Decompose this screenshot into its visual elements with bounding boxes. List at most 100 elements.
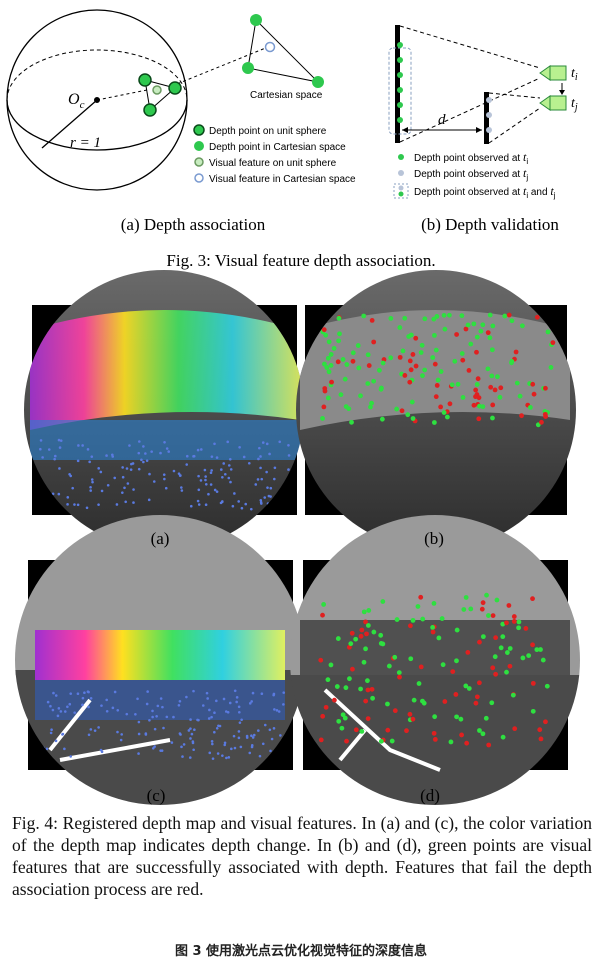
- feature-dot: [407, 711, 413, 717]
- feature-dot: [66, 503, 69, 506]
- feature-dot: [485, 366, 491, 372]
- feature-dot: [215, 490, 219, 493]
- feature-dot: [506, 603, 512, 608]
- feature-dot: [465, 649, 471, 655]
- feature-dot: [365, 687, 371, 693]
- feature-dot: [205, 691, 209, 695]
- feature-dot: [404, 728, 409, 734]
- feature-dot: [216, 752, 220, 755]
- feature-dot: [178, 700, 182, 703]
- feature-dot: [227, 476, 231, 480]
- feature-dot: [394, 617, 400, 622]
- feature-dot: [493, 635, 499, 641]
- feature-dot: [542, 411, 548, 417]
- feature-dot: [148, 718, 151, 722]
- feature-dot: [165, 447, 169, 450]
- feature-dot: [454, 627, 460, 633]
- feature-dot: [209, 483, 213, 486]
- feature-dot: [197, 488, 201, 492]
- feature-dot: [181, 755, 184, 758]
- feature-dot: [442, 699, 448, 704]
- feature-dot: [66, 705, 69, 709]
- feature-dot: [119, 738, 123, 742]
- feature-dot: [379, 416, 385, 422]
- feature-dot: [208, 708, 211, 712]
- feature-dot: [487, 312, 493, 318]
- feature-dot: [207, 492, 210, 496]
- feature-dot: [261, 441, 265, 444]
- feature-dot: [125, 712, 129, 716]
- feature-dot: [73, 503, 76, 506]
- feature-dot: [493, 671, 499, 677]
- feature-dot: [203, 468, 207, 472]
- feature-dot: [329, 379, 334, 385]
- feature-dot: [227, 464, 231, 467]
- feature-dot: [225, 756, 228, 760]
- feature-dot: [230, 747, 233, 751]
- depth-association-diagram: [6, 9, 320, 191]
- feature-dot: [420, 616, 426, 622]
- feature-dot: [273, 477, 276, 481]
- feature-dot: [471, 321, 477, 327]
- feature-dot: [53, 457, 56, 461]
- feature-dot: [397, 354, 403, 360]
- panel-label: (d): [420, 786, 440, 805]
- feature-dot: [474, 694, 480, 700]
- feature-dot: [483, 715, 489, 721]
- feature-dot: [121, 466, 124, 469]
- feature-dot: [458, 716, 464, 722]
- legend-sub: j: [553, 191, 556, 200]
- feature-dot: [100, 704, 103, 707]
- feature-dot: [430, 629, 436, 635]
- feature-dot: [232, 734, 236, 738]
- feature-dot: [231, 504, 235, 508]
- feature-dot: [530, 642, 535, 648]
- feature-dot: [410, 716, 416, 722]
- cartesian-label: Cartesian space: [250, 90, 323, 101]
- feature-dot: [454, 714, 459, 720]
- feature-dot: [480, 600, 486, 606]
- feature-dot: [519, 413, 524, 419]
- feature-dot: [226, 440, 230, 444]
- feature-dot: [526, 653, 532, 658]
- feature-dot: [433, 394, 439, 400]
- feature-dot: [59, 439, 63, 442]
- feature-dot: [356, 365, 362, 371]
- photo-c: [15, 515, 305, 805]
- feature-dot: [353, 636, 359, 642]
- feature-dot: [76, 692, 80, 696]
- feature-dot: [466, 368, 472, 373]
- feature-dot: [430, 625, 436, 630]
- feature-dot: [233, 746, 237, 750]
- legend-text: Depth point observed at tj: [414, 166, 528, 182]
- feature-dot: [461, 607, 467, 612]
- feature-dot: [530, 596, 535, 602]
- feature-dot: [148, 472, 151, 476]
- feature-dot: [459, 732, 464, 738]
- feature-dot: [358, 686, 363, 692]
- feature-dot: [100, 489, 104, 493]
- feature-dot: [380, 599, 386, 604]
- feature-dot: [321, 327, 327, 333]
- feature-dot: [144, 452, 147, 455]
- feature-dot: [348, 641, 354, 647]
- feature-dot: [90, 478, 94, 481]
- feature-dot: [172, 469, 176, 473]
- feature-dot: [320, 612, 325, 618]
- feature-dot: [514, 380, 520, 386]
- feature-dot: [321, 361, 327, 367]
- feature-dot: [200, 448, 203, 451]
- feature-dot: [76, 503, 80, 507]
- feature-dot: [69, 755, 72, 758]
- feature-dot: [257, 729, 260, 732]
- legend-pre: Depth point observed at: [414, 153, 523, 164]
- feature-dot: [51, 492, 55, 496]
- feature-dot: [487, 335, 493, 341]
- distance-label: d: [438, 112, 446, 128]
- feature-dot: [466, 686, 472, 691]
- feature-dot: [59, 710, 63, 713]
- feature-dot: [368, 404, 373, 410]
- feature-dot: [259, 455, 262, 458]
- feature-dot: [251, 736, 255, 739]
- feature-dot: [172, 715, 175, 719]
